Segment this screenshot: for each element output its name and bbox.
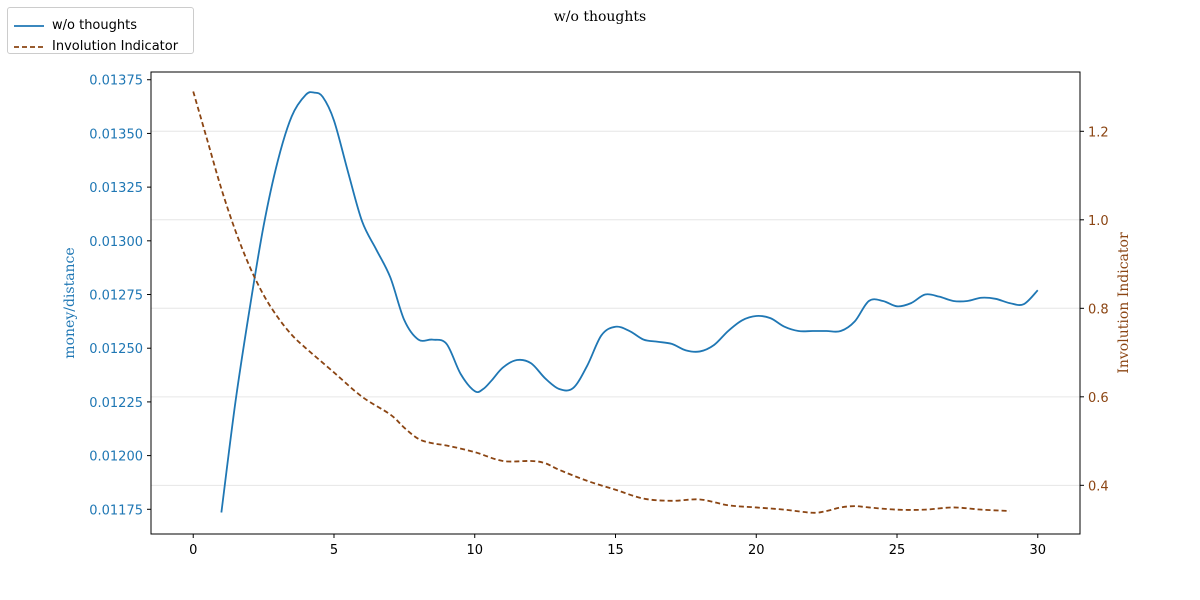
y-tick-label-left: 0.01275 — [89, 289, 143, 304]
y-tick-label-left: 0.01300 — [89, 235, 143, 250]
y-axis-label-left: money/distance — [62, 247, 78, 358]
x-tick-label: 15 — [607, 543, 624, 558]
x-tick-label: 20 — [748, 543, 765, 558]
y-tick-label-right: 1.2 — [1088, 125, 1109, 140]
chart-title: w/o thoughts — [553, 9, 647, 25]
legend-swatch-solid — [14, 25, 44, 27]
plot-frame — [150, 71, 1081, 535]
y-tick-label-left: 0.01350 — [89, 127, 143, 142]
gridlines — [151, 130, 1080, 486]
y-tick-label-left: 0.01325 — [89, 181, 143, 196]
y-axis-label-right: Involution Indicator — [1116, 232, 1132, 374]
legend-item-involution-indicator: Involution Indicator — [8, 38, 193, 56]
y-tick-label-right: 0.8 — [1088, 302, 1109, 317]
x-tick-label: 0 — [189, 543, 197, 558]
y-tick-label-left: 0.01250 — [89, 342, 143, 357]
legend: w/o thoughts Involution Indicator — [7, 7, 194, 54]
legend-item-wo-thoughts: w/o thoughts — [8, 17, 193, 35]
y-tick-label-left: 0.01375 — [89, 74, 143, 89]
x-tick-label: 30 — [1029, 543, 1046, 558]
legend-label: w/o thoughts — [52, 18, 137, 33]
legend-swatch-dashed — [14, 46, 44, 48]
y-tick-label-right: 0.6 — [1088, 391, 1109, 406]
legend-label: Involution Indicator — [52, 39, 179, 54]
series-lines — [192, 91, 1039, 514]
x-tick-label: 5 — [330, 543, 338, 558]
y-tick-label-right: 0.4 — [1088, 479, 1109, 494]
y-tick-label-left: 0.01175 — [89, 503, 143, 518]
axes: 0 5 10 15 20 25 30 0.01175 0.01200 0.01225 0.01250… — [62, 74, 1132, 558]
x-tick-label: 10 — [466, 543, 483, 558]
y-tick-label-right: 1.0 — [1088, 214, 1109, 229]
series-line-wo-thoughts — [220, 91, 1039, 513]
y-tick-label-left: 0.01225 — [89, 396, 143, 411]
y-tick-label-left: 0.01200 — [89, 450, 143, 465]
x-tick-label: 25 — [889, 543, 906, 558]
series-line-involution-indicator — [192, 91, 1010, 514]
